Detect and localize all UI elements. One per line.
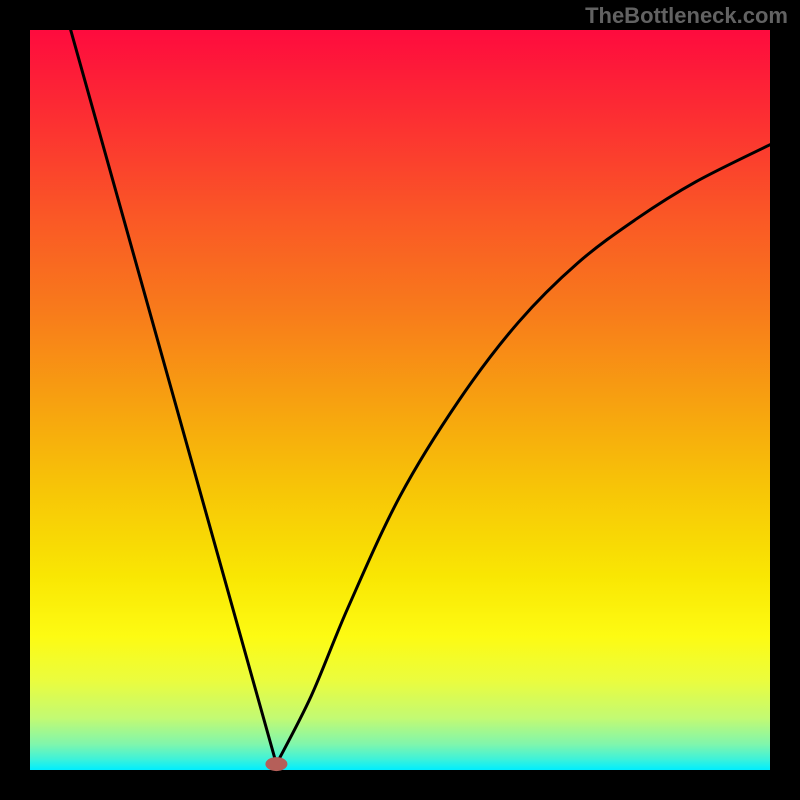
bottleneck-chart: [0, 0, 800, 800]
watermark-text: TheBottleneck.com: [585, 3, 788, 29]
chart-container: TheBottleneck.com: [0, 0, 800, 800]
chart-background: [30, 30, 770, 770]
optimal-point-marker: [265, 757, 287, 771]
